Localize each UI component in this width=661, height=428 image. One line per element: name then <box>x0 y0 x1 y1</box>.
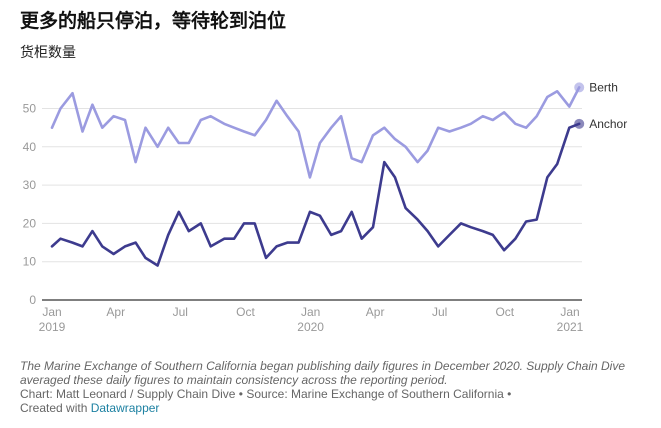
x-tick-label: Jan <box>42 305 61 319</box>
y-tick-label: 30 <box>23 178 37 192</box>
series-label-anchor: Anchor <box>589 117 627 131</box>
series-end-marker-anchor <box>574 118 585 129</box>
x-tick-label: Jul <box>173 305 188 319</box>
x-tick-year: 2020 <box>297 320 324 334</box>
x-tick-label: Jan <box>560 305 579 319</box>
y-tick-label: 50 <box>23 102 37 116</box>
x-tick-label: Apr <box>366 305 385 319</box>
y-tick-label: 20 <box>23 216 37 230</box>
x-tick-year: 2019 <box>39 320 66 334</box>
series-line-anchor <box>50 122 581 267</box>
series-end-marker-berth <box>574 82 585 93</box>
series-line-berth <box>50 86 581 179</box>
x-tick-label: Oct <box>236 305 255 319</box>
chart-description: The Marine Exchange of Southern Californ… <box>20 359 626 387</box>
y-tick-label: 0 <box>29 293 36 307</box>
datawrapper-link[interactable]: Datawrapper <box>90 401 160 415</box>
created-with-label: Created with <box>20 401 88 415</box>
chart-subtitle: 货柜数量 <box>20 45 76 61</box>
x-tick-label: Jan <box>301 305 320 319</box>
series-label-berth: Berth <box>589 80 618 94</box>
chart-source: Chart: Matt Leonard / Supply Chain Dive … <box>20 387 512 401</box>
chart-title: 更多的船只停泊，等待轮到泊位 <box>20 10 287 32</box>
y-tick-label: 10 <box>23 255 37 269</box>
x-tick-label: Apr <box>106 305 125 319</box>
x-tick-label: Jul <box>432 305 447 319</box>
x-tick-year: 2021 <box>557 320 584 334</box>
x-tick-label: Oct <box>495 305 514 319</box>
y-tick-label: 40 <box>23 140 37 154</box>
chart-notes: The Marine Exchange of Southern Californ… <box>20 359 650 415</box>
